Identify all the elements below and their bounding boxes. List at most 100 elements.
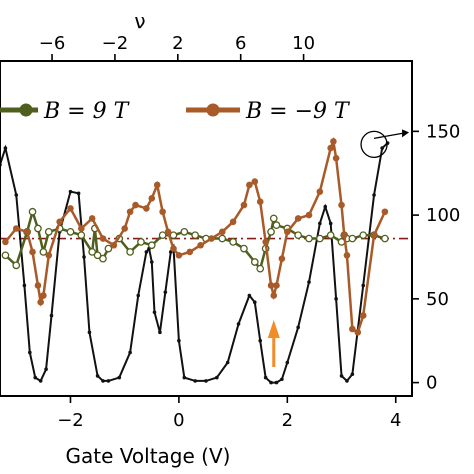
bm9-point xyxy=(67,205,74,212)
x-axis-label: Gate Voltage (V) xyxy=(66,444,231,468)
b9-point xyxy=(104,244,113,253)
b9-point xyxy=(39,248,48,256)
black-trace-point xyxy=(339,374,344,378)
annotation-arrow-head xyxy=(267,320,280,338)
bm9-point xyxy=(159,208,166,216)
bm9-point xyxy=(186,248,194,256)
b9-point xyxy=(348,234,357,243)
black-trace-point xyxy=(22,283,27,288)
b9-point xyxy=(294,231,303,240)
black-trace-point xyxy=(285,360,290,365)
b9-point xyxy=(28,207,37,216)
axis-indicator-circle xyxy=(360,130,388,159)
top-tick-label: 2 xyxy=(172,33,183,54)
legend: B = 9 T B = −9 T xyxy=(0,99,351,124)
bm9-point xyxy=(240,201,248,209)
bm9-point xyxy=(270,292,278,299)
b9-point xyxy=(137,238,145,246)
right-tick-label: 0 xyxy=(426,373,437,394)
bm9-point xyxy=(12,225,20,232)
bm9-point xyxy=(45,252,53,259)
black-trace-point xyxy=(95,374,100,378)
bm9-point xyxy=(343,252,351,259)
legend-label-bm9: B = −9 T xyxy=(245,99,351,124)
legend-marker-bm9 xyxy=(206,103,220,117)
bm9-point xyxy=(40,292,47,299)
black-trace-point xyxy=(82,255,86,259)
black-trace-point xyxy=(296,325,300,330)
bottom-tick-label: 2 xyxy=(282,410,293,431)
black-trace-point xyxy=(225,360,230,365)
black-trace-point xyxy=(136,293,141,298)
bm9-point xyxy=(110,241,118,249)
black-trace-point xyxy=(258,338,263,343)
bm9-point xyxy=(23,228,31,236)
bm9-point xyxy=(37,298,44,306)
black-trace-point xyxy=(117,375,122,380)
plot-frame xyxy=(0,60,413,397)
b9-point xyxy=(269,214,278,223)
black-trace-point xyxy=(87,330,92,335)
legend-marker-b9 xyxy=(19,103,33,117)
black-trace-point xyxy=(274,380,279,385)
black-trace-point xyxy=(28,350,32,355)
bm9-point xyxy=(294,215,302,222)
series-layer xyxy=(0,136,390,385)
bm9-point xyxy=(175,252,183,259)
top-tick-label: −2 xyxy=(102,33,129,54)
black-trace-point xyxy=(334,297,338,301)
bm9-point xyxy=(132,201,139,209)
b9-point xyxy=(240,244,248,253)
b9-point xyxy=(169,231,178,240)
bm9-point xyxy=(305,211,313,219)
b9-point xyxy=(250,258,259,266)
right-tick-label: 50 xyxy=(426,289,449,310)
bm9-point xyxy=(278,255,286,262)
b9-point xyxy=(180,228,189,236)
black-trace-point xyxy=(323,204,328,209)
b9-point xyxy=(305,234,313,243)
b9-point xyxy=(381,234,389,243)
bm9-point xyxy=(121,225,128,232)
b9-point xyxy=(359,231,368,240)
right-tick-label: 150 xyxy=(426,121,460,142)
b9-point xyxy=(315,234,324,243)
black-trace-point xyxy=(177,338,181,343)
top-tick-label: −6 xyxy=(39,33,66,54)
bm9-point xyxy=(338,201,345,209)
bottom-tick-label: 4 xyxy=(390,410,401,431)
black-trace-point xyxy=(263,375,268,380)
black-trace-point xyxy=(101,379,105,383)
bm9-point xyxy=(330,138,337,145)
b9-point xyxy=(12,261,21,270)
bm9-point xyxy=(34,282,42,289)
b9-point xyxy=(44,228,53,236)
bm9-point xyxy=(170,245,177,252)
bm9-point xyxy=(316,188,324,195)
b9-point xyxy=(267,228,275,236)
black-trace-point xyxy=(33,375,38,380)
black-trace-point xyxy=(152,310,157,315)
bm9-point xyxy=(229,218,237,226)
bm9-point xyxy=(78,225,85,232)
b9-point xyxy=(93,251,102,260)
black-trace-point xyxy=(3,146,8,150)
b9-point xyxy=(99,254,107,263)
bm9-point xyxy=(29,248,36,256)
bm9-point xyxy=(340,231,348,239)
black-trace-point xyxy=(361,283,366,288)
black-trace-line xyxy=(0,142,389,384)
right-tick-label: 100 xyxy=(426,205,460,226)
bottom-tick-label: −2 xyxy=(57,410,84,431)
bm9-point xyxy=(267,282,275,289)
annotation-layer xyxy=(267,129,410,367)
black-trace-point xyxy=(144,250,149,254)
black-trace-point xyxy=(345,379,349,383)
black-trace-point xyxy=(247,293,252,298)
bm9-point xyxy=(153,181,161,189)
bm9-point xyxy=(381,208,389,216)
bm9-point xyxy=(126,208,134,216)
black-trace-point xyxy=(149,260,154,264)
